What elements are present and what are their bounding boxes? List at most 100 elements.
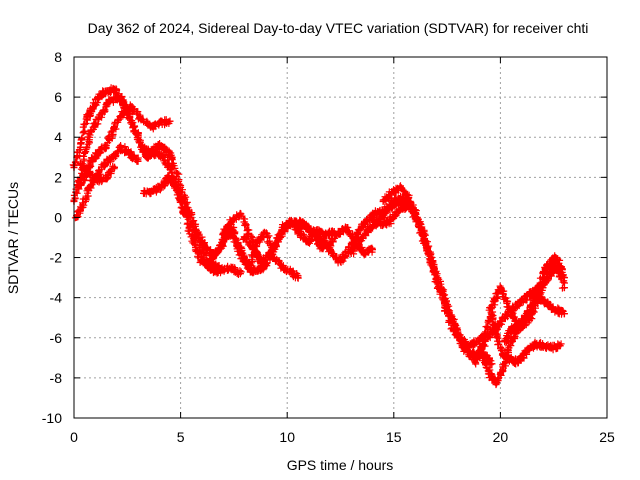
data-point bbox=[166, 117, 174, 125]
data-point bbox=[111, 85, 119, 93]
data-point bbox=[234, 244, 242, 252]
data-point bbox=[381, 209, 389, 217]
data-point bbox=[125, 149, 133, 157]
data-point bbox=[134, 157, 142, 165]
data-point bbox=[202, 244, 210, 252]
data-point bbox=[360, 250, 368, 258]
y-tick-label: -4 bbox=[50, 290, 63, 306]
data-point bbox=[390, 197, 398, 205]
data-point bbox=[275, 234, 283, 241]
data-point bbox=[85, 183, 93, 191]
data-point bbox=[111, 163, 119, 171]
data-point bbox=[368, 246, 376, 254]
data-point bbox=[479, 354, 487, 362]
data-point bbox=[108, 153, 116, 161]
data-point bbox=[545, 260, 553, 268]
x-tick-label: 15 bbox=[386, 429, 402, 445]
data-point bbox=[134, 133, 142, 141]
data-point bbox=[149, 187, 157, 195]
data-point bbox=[513, 322, 521, 330]
data-point bbox=[160, 143, 168, 151]
data-point bbox=[305, 238, 313, 246]
data-point bbox=[287, 268, 295, 276]
data-point bbox=[209, 254, 217, 262]
data-point bbox=[556, 342, 564, 350]
data-point bbox=[492, 380, 500, 388]
data-point bbox=[422, 238, 430, 246]
data-point bbox=[192, 244, 200, 252]
data-point bbox=[388, 189, 396, 197]
data-point bbox=[74, 183, 82, 191]
data-point bbox=[76, 159, 84, 167]
data-point bbox=[302, 223, 310, 231]
data-point bbox=[247, 268, 255, 276]
data-point bbox=[155, 119, 163, 127]
data-point bbox=[464, 344, 472, 352]
data-point bbox=[155, 141, 163, 149]
data-point bbox=[177, 183, 185, 191]
data-point bbox=[364, 225, 372, 233]
data-point bbox=[258, 260, 266, 268]
data-point bbox=[83, 113, 91, 121]
chart-title: Day 362 of 2024, Sidereal Day-to-day VTE… bbox=[88, 20, 589, 36]
y-tick-label: 6 bbox=[54, 89, 62, 105]
data-point bbox=[368, 213, 376, 221]
data-point bbox=[518, 298, 526, 306]
y-tick-label: 4 bbox=[54, 129, 62, 145]
x-tick-label: 0 bbox=[70, 429, 78, 445]
data-point bbox=[157, 183, 165, 191]
series-track-14 bbox=[379, 182, 489, 352]
data-point bbox=[496, 284, 504, 292]
data-points bbox=[69, 84, 568, 389]
data-point bbox=[168, 153, 176, 161]
data-point bbox=[328, 250, 336, 258]
data-point bbox=[526, 306, 534, 314]
data-point bbox=[507, 326, 515, 334]
data-point bbox=[202, 262, 210, 270]
data-point bbox=[337, 258, 344, 266]
data-point bbox=[164, 173, 172, 181]
data-point bbox=[334, 229, 342, 237]
data-point bbox=[505, 354, 513, 362]
data-point bbox=[266, 250, 274, 258]
data-point bbox=[552, 306, 560, 314]
data-point bbox=[111, 123, 119, 131]
data-point bbox=[490, 298, 498, 306]
data-point bbox=[228, 217, 236, 225]
data-point bbox=[79, 203, 87, 211]
data-point bbox=[142, 153, 150, 161]
data-point bbox=[194, 229, 202, 237]
data-point bbox=[283, 221, 291, 229]
data-point bbox=[93, 177, 101, 185]
data-point bbox=[394, 207, 402, 215]
data-point bbox=[96, 93, 104, 101]
data-point bbox=[115, 93, 123, 101]
y-tick-label: 0 bbox=[54, 209, 62, 225]
y-tick-label: -6 bbox=[50, 330, 63, 346]
data-point bbox=[403, 201, 411, 209]
data-point bbox=[87, 157, 95, 165]
data-point bbox=[136, 113, 144, 121]
data-point bbox=[241, 234, 249, 241]
data-point bbox=[102, 87, 110, 95]
data-point bbox=[319, 238, 327, 246]
data-point bbox=[83, 143, 91, 151]
data-point bbox=[473, 338, 481, 346]
data-point bbox=[503, 298, 511, 306]
data-point bbox=[93, 149, 101, 157]
data-point bbox=[405, 193, 413, 201]
data-point bbox=[102, 143, 110, 151]
data-point bbox=[128, 103, 136, 111]
axis-ticks: 0 5 10 15 20 25 -10 -8 -6 -4 -2 0 2 4 6 8 bbox=[42, 49, 615, 445]
data-point bbox=[518, 354, 526, 362]
data-point bbox=[89, 123, 97, 131]
data-point bbox=[548, 344, 556, 352]
data-point bbox=[236, 209, 244, 217]
data-point bbox=[499, 350, 507, 358]
y-axis-label: SDTVAR / TECUs bbox=[5, 182, 21, 294]
data-point bbox=[106, 97, 114, 105]
data-point bbox=[294, 274, 302, 282]
data-point bbox=[430, 266, 438, 274]
data-point bbox=[439, 290, 447, 298]
